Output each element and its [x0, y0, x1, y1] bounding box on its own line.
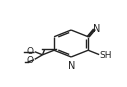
Text: O: O	[26, 47, 33, 56]
Text: SH: SH	[100, 51, 112, 60]
Text: O: O	[26, 56, 34, 65]
Text: N: N	[68, 61, 75, 71]
Text: N: N	[93, 23, 100, 33]
